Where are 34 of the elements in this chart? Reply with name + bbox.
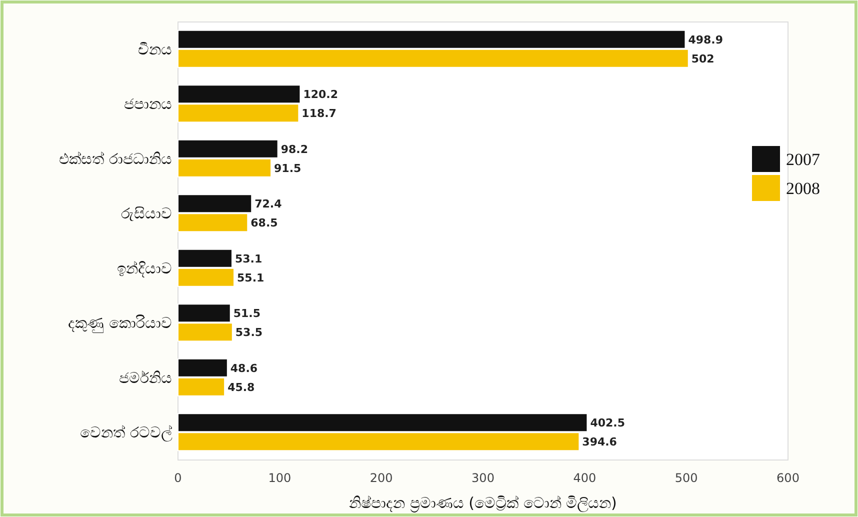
- data-label: 53.1: [234, 252, 262, 266]
- y-tick-label: චීනය: [138, 40, 172, 58]
- legend-label: 2008: [786, 179, 820, 198]
- x-tick-label: 0: [174, 471, 182, 485]
- data-label: 502: [691, 52, 714, 66]
- y-tick-label: රුසියාව: [121, 204, 172, 223]
- y-tick-label: එක්සත් රාජධානිය: [59, 150, 172, 168]
- data-label: 68.5: [250, 216, 278, 230]
- data-label: 91.5: [274, 162, 302, 175]
- data-label: 55.1: [237, 271, 264, 284]
- y-tick-label: වෙනත් රටවල්: [80, 424, 173, 442]
- data-label: 498.9: [688, 33, 724, 46]
- data-label: 48.6: [230, 362, 258, 375]
- x-tick-label: 200: [370, 471, 393, 485]
- x-axis-title: නිෂ්පාදන ප්‍රමාණය (මෙට්‍රික් ටොන් මිලියන): [349, 494, 617, 513]
- data-label: 51.5: [233, 307, 260, 320]
- data-label: 394.6: [582, 436, 618, 449]
- data-label: 72.4: [254, 198, 282, 211]
- y-tick-label: ඉන්දියාව: [117, 259, 172, 278]
- data-label: 98.2: [280, 142, 308, 156]
- y-tick-label: ජපානය: [124, 95, 172, 114]
- x-tick-label: 600: [776, 471, 800, 485]
- y-tick-label: ජර්මනිය: [119, 368, 172, 387]
- x-tick-label: 500: [674, 471, 698, 485]
- data-label: 45.8: [228, 380, 255, 394]
- data-label: 53.5: [235, 326, 263, 340]
- x-tick-label: 300: [472, 471, 494, 485]
- y-tick-label: දකුණු කොරියාව: [68, 314, 172, 334]
- data-label: 120.2: [303, 88, 338, 102]
- x-tick-label: 100: [268, 471, 292, 485]
- x-tick-label: 400: [573, 471, 596, 485]
- data-label: 402.5: [590, 416, 626, 430]
- legend-label: 2007: [786, 150, 820, 169]
- data-label: 118.7: [302, 107, 336, 120]
